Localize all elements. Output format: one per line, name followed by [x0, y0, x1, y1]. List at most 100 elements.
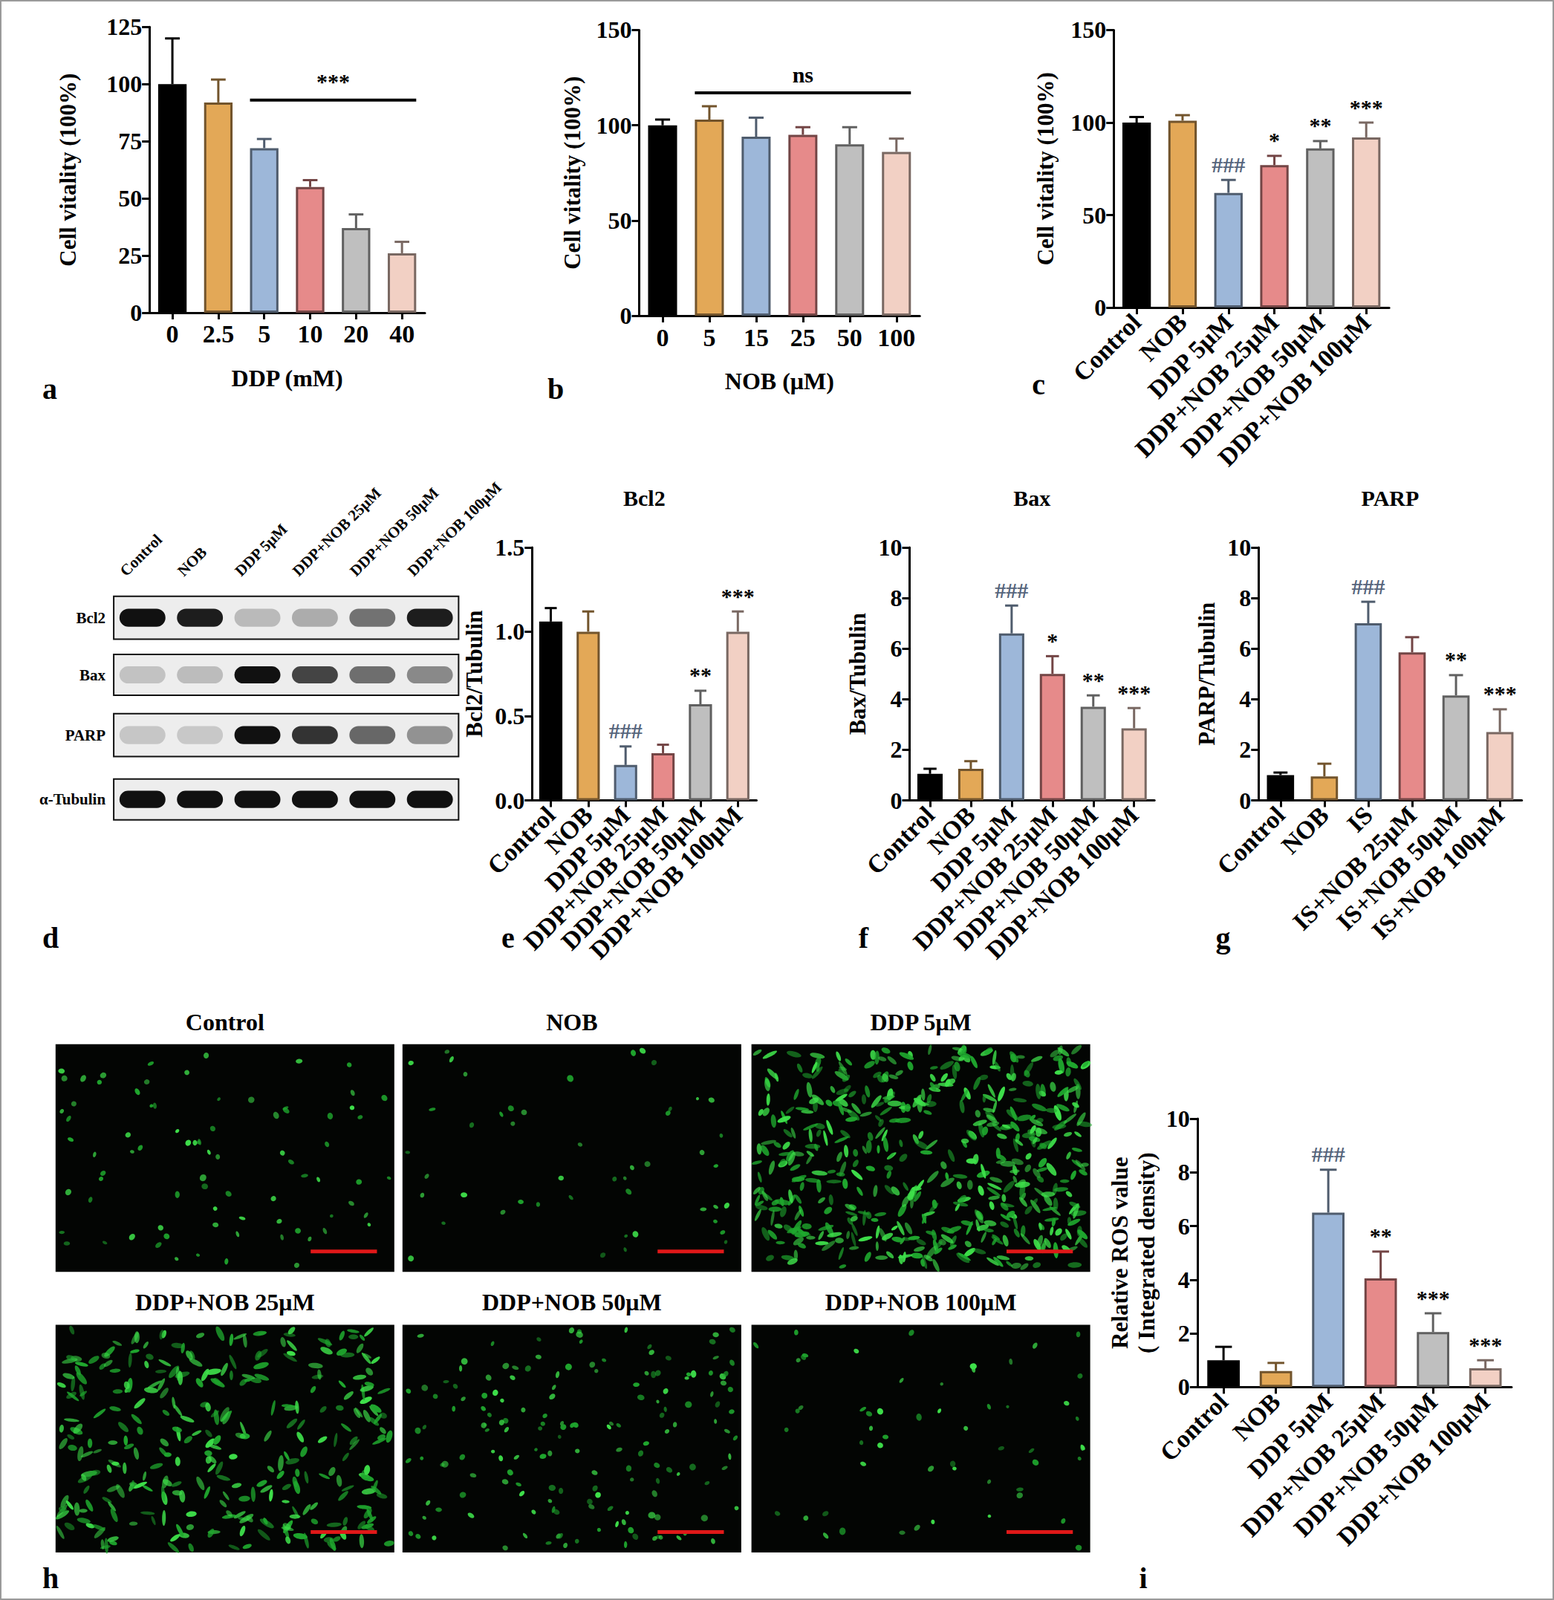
- svg-text:10: 10: [1166, 1105, 1191, 1133]
- svg-text:***: ***: [1117, 680, 1151, 705]
- svg-text:100: 100: [877, 323, 916, 352]
- svg-text:g: g: [1216, 921, 1231, 955]
- svg-text:50: 50: [837, 323, 863, 352]
- svg-text:1.5: 1.5: [494, 534, 525, 561]
- svg-text:h: h: [42, 1561, 59, 1595]
- svg-text:***: ***: [1468, 1332, 1503, 1358]
- svg-text:a: a: [42, 372, 58, 406]
- svg-text:2: 2: [1239, 736, 1251, 763]
- svg-text:DDP+NOB 100μM: DDP+NOB 100μM: [980, 800, 1144, 965]
- svg-text:**: **: [1369, 1223, 1393, 1248]
- svg-text:###: ###: [1351, 574, 1385, 599]
- svg-text:***: ***: [1349, 95, 1384, 120]
- svg-text:2: 2: [1178, 1320, 1191, 1347]
- svg-text:α-Tubulin: α-Tubulin: [39, 790, 106, 809]
- svg-text:50: 50: [118, 184, 142, 212]
- svg-text:5: 5: [702, 323, 716, 352]
- svg-text:Control: Control: [116, 530, 166, 580]
- svg-text:Bax: Bax: [1013, 485, 1051, 511]
- svg-text:10: 10: [1227, 534, 1251, 561]
- svg-text:15: 15: [743, 323, 769, 352]
- svg-text:i: i: [1139, 1561, 1148, 1595]
- svg-text:50: 50: [1082, 202, 1107, 229]
- svg-text:100: 100: [596, 112, 633, 139]
- svg-text:DDP+NOB 50μM: DDP+NOB 50μM: [482, 1288, 662, 1316]
- svg-text:DDP+NOB 100μM: DDP+NOB 100μM: [825, 1288, 1017, 1316]
- svg-text:Bax/Tubulin: Bax/Tubulin: [844, 612, 871, 735]
- svg-text:6: 6: [1178, 1213, 1191, 1240]
- svg-text:25: 25: [118, 242, 142, 269]
- svg-text:150: 150: [1070, 16, 1107, 44]
- svg-text:25: 25: [790, 323, 816, 352]
- svg-text:DDP (mM): DDP (mM): [231, 364, 344, 392]
- svg-text:b: b: [547, 372, 564, 406]
- svg-text:f: f: [858, 921, 870, 955]
- svg-text:Bax: Bax: [79, 666, 107, 685]
- svg-text:5: 5: [257, 320, 271, 348]
- svg-text:c: c: [1031, 367, 1046, 402]
- svg-text:Cell vitality (100%): Cell vitality (100%): [54, 73, 81, 267]
- svg-text:10: 10: [297, 320, 324, 348]
- svg-text:**: **: [1444, 647, 1468, 672]
- svg-text:PARP/Tubulin: PARP/Tubulin: [1193, 602, 1220, 746]
- svg-text:1.0: 1.0: [494, 618, 525, 645]
- svg-text:ns: ns: [792, 62, 814, 87]
- svg-text:NOB: NOB: [545, 1008, 598, 1036]
- svg-text:*: *: [1268, 127, 1280, 153]
- svg-text:Bcl2: Bcl2: [623, 485, 666, 511]
- svg-text:6: 6: [890, 635, 903, 662]
- svg-text:PARP: PARP: [65, 726, 107, 745]
- svg-text:IS+NOB 100μM: IS+NOB 100μM: [1366, 800, 1510, 945]
- svg-text:###: ###: [609, 718, 643, 743]
- svg-text:0.5: 0.5: [494, 702, 525, 730]
- svg-text:DDP+NOB 100μM: DDP+NOB 100μM: [1331, 1387, 1496, 1552]
- svg-text:0.0: 0.0: [494, 787, 525, 815]
- svg-text:8: 8: [1239, 584, 1251, 612]
- svg-text:0: 0: [890, 787, 903, 815]
- svg-text:6: 6: [1239, 635, 1251, 662]
- svg-text:DDP+NOB 100μM: DDP+NOB 100μM: [404, 478, 506, 581]
- svg-text:100: 100: [106, 70, 142, 98]
- svg-text:0: 0: [1094, 294, 1107, 321]
- svg-text:NOB: NOB: [1276, 800, 1335, 859]
- svg-text:Control: Control: [1154, 1387, 1234, 1467]
- svg-text:0: 0: [1178, 1373, 1191, 1401]
- svg-text:###: ###: [994, 577, 1029, 603]
- svg-text:Relative ROS value: Relative ROS value: [1106, 1157, 1133, 1349]
- svg-text:###: ###: [1311, 1141, 1346, 1167]
- svg-text:150: 150: [596, 16, 633, 44]
- svg-text:Bcl2: Bcl2: [75, 609, 106, 627]
- svg-text:###: ###: [1211, 152, 1245, 177]
- svg-text:8: 8: [890, 584, 903, 612]
- svg-text:50: 50: [608, 207, 633, 234]
- svg-text:***: ***: [1416, 1285, 1451, 1311]
- svg-text:***: ***: [1483, 681, 1517, 706]
- svg-text:e: e: [501, 921, 515, 955]
- svg-text:4: 4: [1178, 1266, 1191, 1294]
- svg-text:NOB: NOB: [173, 543, 211, 580]
- svg-text:PARP: PARP: [1361, 485, 1420, 511]
- svg-text:0: 0: [166, 320, 180, 348]
- svg-text:0: 0: [129, 299, 142, 327]
- svg-text:Cell vitality (100%): Cell vitality (100%): [1032, 72, 1059, 266]
- svg-text:d: d: [42, 921, 59, 955]
- svg-text:0: 0: [620, 302, 633, 330]
- svg-text:75: 75: [118, 127, 142, 155]
- svg-text:Control: Control: [185, 1008, 265, 1036]
- svg-text:( Integrated density): ( Integrated density): [1133, 1152, 1160, 1354]
- svg-text:***: ***: [721, 583, 755, 609]
- svg-text:**: **: [1082, 667, 1105, 693]
- svg-text:DDP+NOB 100μM: DDP+NOB 100μM: [1213, 308, 1377, 472]
- svg-text:0: 0: [1239, 787, 1251, 815]
- svg-text:2: 2: [890, 736, 903, 763]
- svg-text:40: 40: [389, 320, 415, 348]
- svg-text:2.5: 2.5: [202, 320, 235, 348]
- svg-text:125: 125: [106, 13, 142, 41]
- svg-text:4: 4: [890, 685, 903, 713]
- svg-text:DDP+NOB 100μM: DDP+NOB 100μM: [584, 800, 749, 965]
- svg-text:DDP 5μM: DDP 5μM: [869, 1008, 971, 1036]
- svg-text:NOB (μM): NOB (μM): [725, 367, 835, 395]
- svg-text:20: 20: [343, 320, 369, 348]
- svg-text:***: ***: [316, 69, 350, 94]
- svg-text:Bcl2/Tubulin: Bcl2/Tubulin: [461, 610, 488, 738]
